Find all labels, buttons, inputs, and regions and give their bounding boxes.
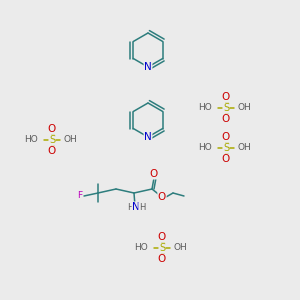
Text: O: O: [222, 154, 230, 164]
Text: O: O: [158, 254, 166, 264]
Text: OH: OH: [238, 103, 252, 112]
Text: N: N: [132, 202, 140, 212]
Text: F: F: [77, 191, 83, 200]
Text: O: O: [48, 146, 56, 156]
Text: OH: OH: [174, 244, 188, 253]
Text: HO: HO: [24, 136, 38, 145]
Text: S: S: [223, 103, 229, 113]
Text: O: O: [222, 132, 230, 142]
Text: O: O: [150, 169, 158, 179]
Text: N: N: [144, 62, 152, 72]
Text: S: S: [159, 243, 165, 253]
Text: O: O: [222, 114, 230, 124]
Text: O: O: [222, 92, 230, 102]
Text: HO: HO: [198, 143, 212, 152]
Text: O: O: [158, 192, 166, 202]
Text: S: S: [223, 143, 229, 153]
Text: HO: HO: [134, 244, 148, 253]
Text: O: O: [48, 124, 56, 134]
Text: H: H: [127, 202, 133, 211]
Text: OH: OH: [238, 143, 252, 152]
Text: HO: HO: [198, 103, 212, 112]
Text: H: H: [139, 202, 145, 211]
Text: OH: OH: [64, 136, 78, 145]
Text: N: N: [144, 132, 152, 142]
Text: O: O: [158, 232, 166, 242]
Text: S: S: [49, 135, 55, 145]
